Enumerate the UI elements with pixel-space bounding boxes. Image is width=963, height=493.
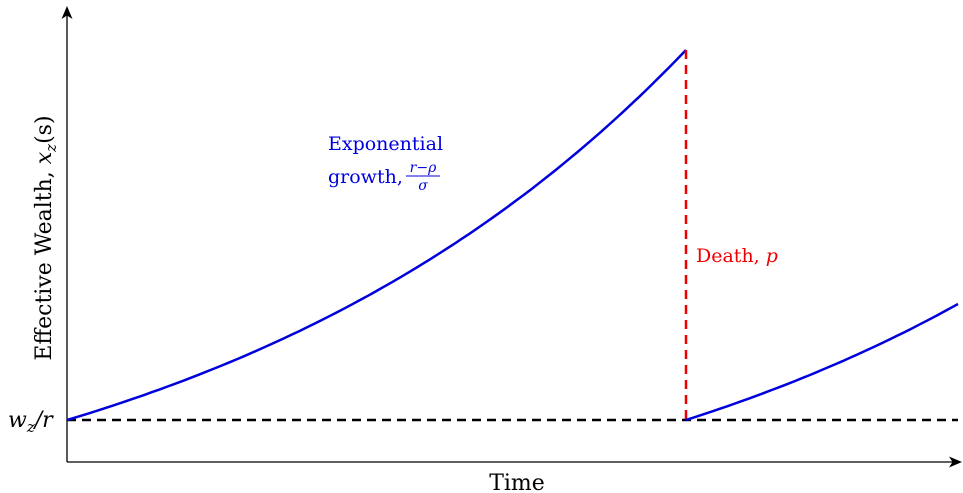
growth-label-line2: growth, <box>328 166 403 188</box>
y-axis-label-math: x <box>32 151 57 164</box>
y-axis-label-text: Effective Wealth, <box>32 164 57 360</box>
x-axis-label: Time <box>489 471 545 493</box>
y-axis-label-arg: (s) <box>32 115 57 143</box>
growth-curve-1 <box>66 49 687 422</box>
baseline-label: wz/r <box>8 408 54 436</box>
death-label-math: p <box>766 245 778 267</box>
growth-curve-2 <box>685 302 959 422</box>
y-axis-label: Effective Wealth, xz(s) <box>32 115 60 360</box>
baseline-label-sub: z <box>26 418 35 436</box>
y-axis-arrow-icon <box>61 6 73 19</box>
y-axis-label-sub: z <box>42 144 60 153</box>
baseline-label-rest: /r <box>33 408 54 433</box>
growth-fraction-numerator: r−ρ <box>410 160 437 176</box>
growth-fraction-denominator: σ <box>418 178 428 194</box>
baseline-label-w: w <box>8 408 27 433</box>
death-label: Death, p <box>696 245 778 267</box>
growth-label-line1: Exponential <box>328 133 443 155</box>
death-label-text: Death, <box>696 245 766 267</box>
x-axis-arrow-icon <box>949 456 962 468</box>
